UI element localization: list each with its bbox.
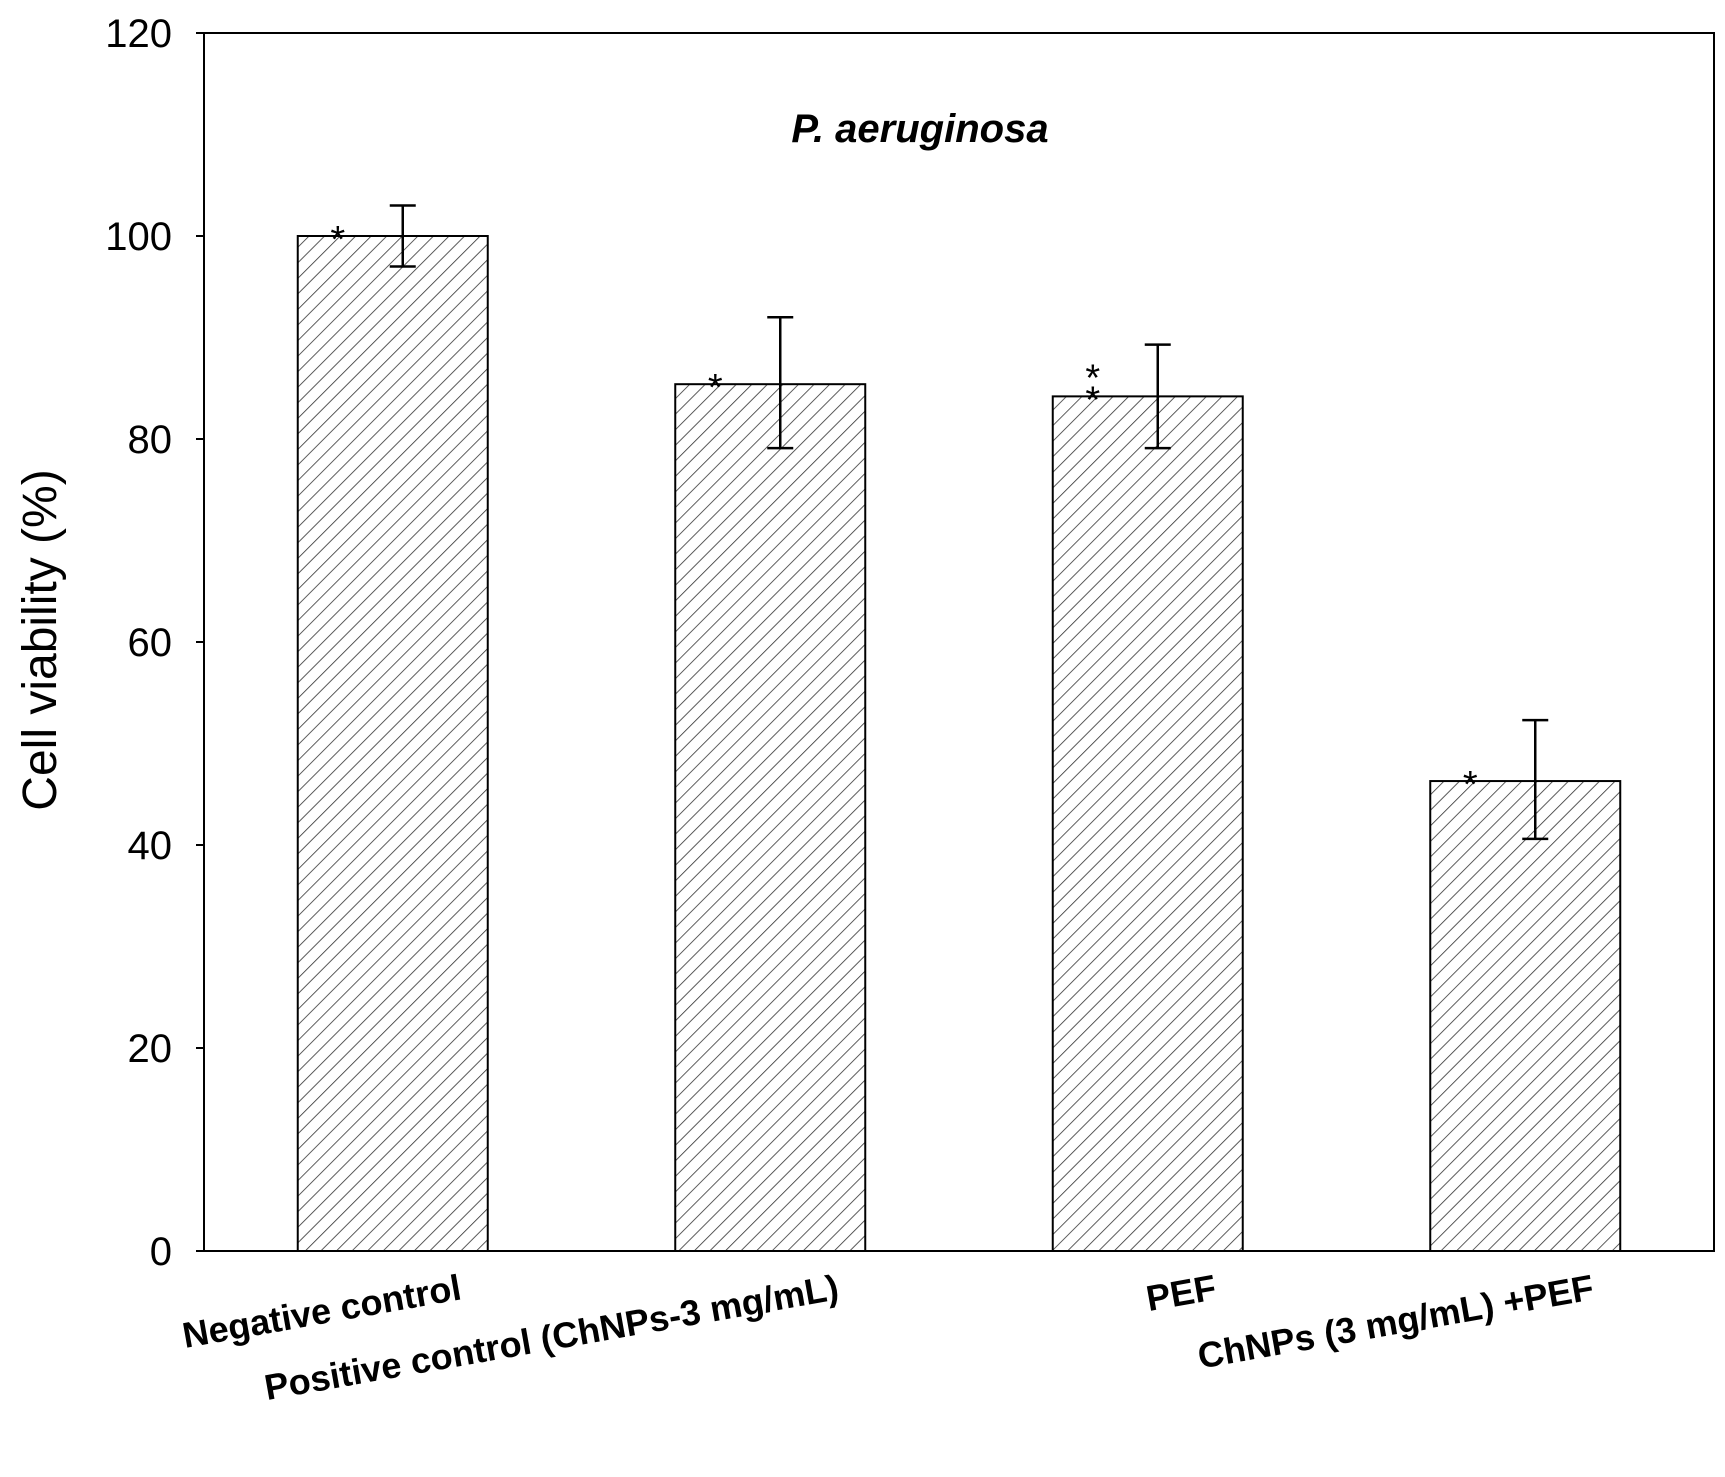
y-tick-label: 80 [128,418,173,462]
y-tick-label: 40 [128,824,173,868]
y-tick-label: 60 [128,621,173,665]
category-label: ChNPs (3 mg/mL) +PEF [1195,1267,1597,1377]
significance-mark: * [1463,764,1478,806]
significance-mark: * [1085,379,1100,421]
bar [1051,395,1244,1252]
y-axis-title: Cell viability (%) [14,469,67,810]
bar [296,235,489,1252]
y-tick-label: 0 [150,1230,172,1274]
significance-mark: * [1085,357,1100,399]
category-label: PEF [1143,1267,1219,1320]
y-tick-label: 20 [128,1027,173,1071]
chart-title: P. aeruginosa [791,107,1048,151]
significance-mark: * [708,367,723,409]
significance-mark: * [330,219,345,261]
y-tick-label: 100 [105,215,172,259]
bar [674,383,867,1252]
y-tick-label: 120 [105,12,172,56]
bar [1429,780,1622,1252]
